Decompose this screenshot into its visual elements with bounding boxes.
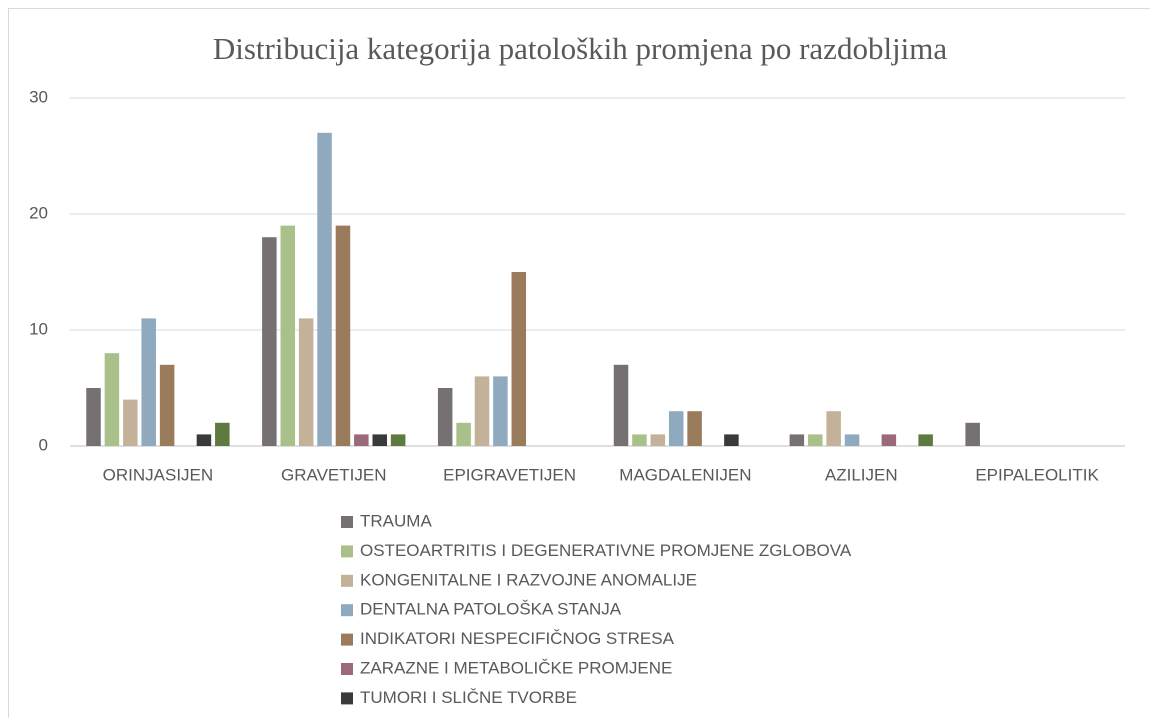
bar	[123, 399, 138, 446]
legend-label: OSTEOARTRITIS I DEGENERATIVNE PROMJENE Z…	[360, 541, 852, 560]
bar	[965, 422, 980, 446]
x-tick-label: EPIGRAVETIJEN	[443, 465, 576, 484]
bar	[372, 434, 387, 446]
bar	[511, 272, 527, 446]
bar	[86, 388, 101, 446]
bar	[613, 364, 629, 446]
bar	[724, 434, 739, 446]
y-tick-label: 10	[29, 319, 48, 338]
bar	[474, 376, 490, 446]
bar	[354, 434, 369, 446]
bar	[826, 411, 841, 446]
chart-border	[8, 8, 1150, 718]
bar	[104, 353, 120, 446]
bar	[298, 318, 314, 446]
bar	[650, 434, 666, 446]
bar	[844, 434, 860, 446]
bar	[456, 422, 471, 446]
legend-swatch	[341, 633, 353, 646]
legend-label: TRAUMA	[360, 511, 432, 530]
legend-swatch	[341, 516, 353, 528]
bar	[493, 376, 508, 446]
bar	[918, 434, 933, 446]
bar	[668, 411, 684, 446]
x-tick-label: ORINJASIJEN	[103, 465, 214, 484]
bar	[215, 422, 230, 446]
bar	[280, 225, 295, 446]
legend-label: TUMORI I SLIČNE TVORBE	[360, 688, 577, 707]
legend-label: INDIKATORI NESPECIFIČNOG STRESA	[360, 629, 675, 648]
bar	[881, 434, 897, 446]
bar	[687, 411, 702, 446]
legend-label: KONGENITALNE I RAZVOJNE ANOMALIJE	[360, 570, 697, 589]
legend-label: ZARAZNE I METABOLIČKE PROMJENE	[360, 658, 672, 677]
x-tick-label: MAGDALENIJEN	[619, 465, 751, 484]
legend-swatch	[341, 545, 353, 558]
y-tick-label: 0	[39, 435, 48, 454]
x-tick-label: EPIPALEOLITIK	[975, 465, 1099, 484]
legend-swatch	[341, 663, 353, 675]
bar	[632, 434, 647, 446]
bar	[335, 225, 351, 446]
bar	[141, 318, 156, 446]
legend-swatch	[341, 574, 353, 587]
y-tick-label: 20	[29, 203, 48, 222]
bar	[262, 237, 277, 446]
chart-title: Distribucija kategorija patoloških promj…	[213, 31, 948, 66]
bar	[789, 434, 805, 446]
y-tick-label: 30	[29, 87, 48, 106]
bar	[196, 434, 212, 446]
bar	[808, 434, 823, 446]
bar	[437, 388, 453, 446]
legend-swatch	[341, 604, 353, 617]
bar	[317, 132, 332, 447]
x-tick-label: GRAVETIJEN	[281, 465, 386, 484]
legend-swatch	[341, 692, 353, 705]
bar	[390, 434, 406, 446]
bar	[159, 364, 175, 446]
x-tick-label: AZILIJEN	[825, 465, 898, 484]
legend-label: DENTALNA PATOLOŠKA STANJA	[360, 600, 622, 619]
